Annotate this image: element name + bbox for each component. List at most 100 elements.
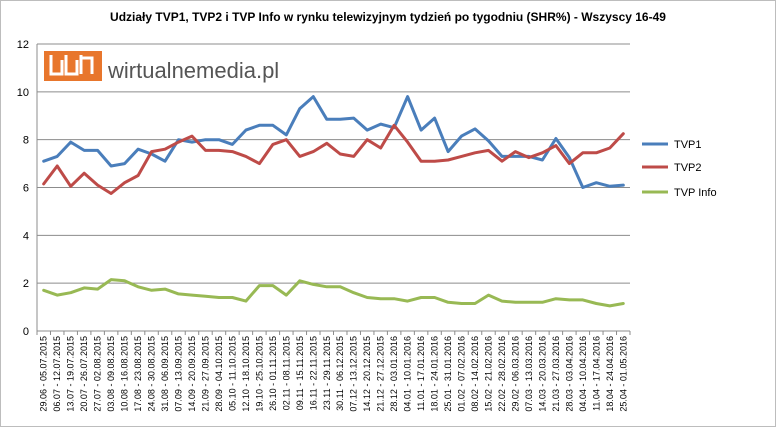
- data-point: [285, 133, 288, 137]
- data-point: [366, 128, 369, 132]
- data-point: [514, 155, 517, 158]
- data-point: [568, 298, 571, 302]
- series-line-tvp-info: [42, 278, 625, 308]
- data-point: [56, 164, 59, 168]
- data-point: [217, 138, 221, 141]
- x-tick-label: 03.08 - 09.08.2015: [106, 336, 116, 412]
- data-point: [123, 181, 126, 184]
- data-point: [473, 127, 477, 131]
- data-point: [150, 150, 153, 153]
- x-tick-label: 07.09 - 13.09.2015: [174, 336, 184, 412]
- x-tick-label: 30.11 - 06.12.2015: [335, 336, 345, 411]
- x-tick-label: 04.01 - 10.01.2016: [403, 336, 413, 412]
- x-tick-label: 28.09 - 04.10.2015: [214, 336, 224, 412]
- data-point: [541, 151, 544, 154]
- data-point: [109, 164, 113, 168]
- data-point: [69, 291, 72, 294]
- data-point: [581, 151, 584, 154]
- y-tick-label: 12: [17, 39, 29, 51]
- data-point: [554, 297, 558, 300]
- x-tick-label: 27.07 - 02.08.2015: [93, 336, 103, 412]
- x-tick-label: 06.07 - 12.07.2015: [52, 336, 62, 412]
- x-tick-label: 21.09 - 27.09.2015: [200, 336, 210, 412]
- series-line-tvp2: [42, 123, 625, 195]
- data-point: [460, 302, 463, 305]
- x-tick-label: 08.02 - 14.02.2016: [470, 336, 480, 412]
- data-point: [177, 140, 180, 144]
- data-point: [473, 302, 477, 305]
- data-point: [568, 162, 571, 165]
- data-point: [392, 297, 396, 300]
- data-point: [69, 185, 72, 188]
- data-point: [204, 138, 207, 141]
- data-point: [109, 278, 113, 281]
- data-point: [541, 158, 544, 162]
- data-point: [446, 158, 450, 162]
- x-tick-label: 14.03 - 20.03.2016: [537, 336, 547, 412]
- data-point: [433, 116, 436, 120]
- data-point: [622, 302, 625, 305]
- x-tick-label: 31.08 - 06.09.2015: [160, 336, 170, 412]
- x-tick-label: 26.10 - 01.11.2015: [268, 336, 278, 411]
- data-point: [325, 285, 328, 288]
- data-point: [177, 292, 180, 296]
- data-point: [271, 124, 275, 127]
- x-tick-label: 25.04 - 01.05.2016: [618, 336, 628, 412]
- x-tick-label: 10.08 - 16.08.2015: [120, 336, 130, 412]
- data-point: [285, 138, 288, 141]
- legend-label: TVP2: [674, 162, 702, 174]
- data-point: [190, 140, 194, 144]
- data-point: [83, 286, 86, 290]
- data-point: [446, 301, 450, 304]
- x-tick-label: 02.11 - 08.11.2015: [281, 336, 291, 410]
- data-point: [406, 140, 409, 144]
- data-point: [608, 146, 611, 150]
- data-point: [163, 160, 167, 163]
- x-tick-label: 18.04 - 24.04.2016: [605, 336, 615, 412]
- data-point: [595, 302, 598, 305]
- x-tick-label: 21.12 - 27.12.2015: [376, 336, 386, 412]
- x-tick-label: 22.02 - 28.02.2016: [497, 336, 507, 412]
- data-point: [352, 155, 355, 158]
- data-point: [527, 301, 531, 304]
- data-point: [433, 160, 436, 163]
- data-point: [419, 128, 423, 132]
- data-point: [339, 285, 342, 288]
- data-point: [379, 122, 382, 126]
- data-point: [487, 293, 490, 297]
- x-tick-label: 20.07 - 26.07.2015: [79, 336, 89, 412]
- x-tick-label: 17.08 - 23.08.2015: [133, 336, 143, 412]
- data-point: [473, 151, 477, 154]
- data-point: [446, 150, 450, 153]
- x-tick-label: 29.06 - 05.07.2015: [39, 336, 49, 412]
- x-tick-label: 28.12 - 03.01.2016: [389, 336, 399, 412]
- legend-label: TVP1: [674, 139, 702, 151]
- data-point: [42, 182, 45, 186]
- y-tick-label: 2: [23, 278, 29, 290]
- data-point: [392, 124, 396, 127]
- chart-title: Udziały TVP1, TVP2 i TVP Info w rynku te…: [110, 10, 666, 24]
- data-point: [514, 301, 517, 304]
- data-point: [96, 287, 99, 291]
- data-point: [527, 156, 531, 159]
- data-point: [312, 150, 315, 153]
- data-point: [258, 162, 261, 165]
- data-point: [298, 155, 301, 158]
- data-point: [500, 299, 504, 303]
- data-point: [69, 140, 72, 144]
- y-tick-label: 0: [23, 326, 29, 338]
- axes: 0 2 4 6 8 10 12 29.06 - 05.07.2015 06.07 - 12.07…: [17, 39, 631, 412]
- data-point: [352, 291, 355, 294]
- data-point: [514, 150, 517, 153]
- x-tick-label: 12.10 - 18.10.2015: [241, 336, 251, 412]
- data-point: [595, 181, 598, 184]
- x-tick-label: 05.10 - 11.10.2015: [227, 336, 237, 411]
- series-line-tvp1: [42, 95, 625, 189]
- x-tick-label: 11.04 - 17.04.2016: [591, 336, 601, 411]
- data-point: [190, 293, 194, 297]
- x-tick-label: 14.09 - 20.09.2015: [187, 336, 197, 412]
- x-tick-label: 07.12 - 13.12.2015: [349, 336, 359, 412]
- x-tick-label: 16.11 - 22.11.2015: [308, 336, 318, 410]
